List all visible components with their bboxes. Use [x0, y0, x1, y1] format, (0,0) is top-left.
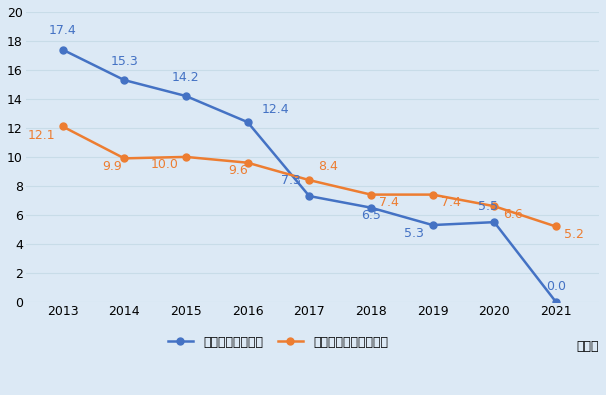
Line: 日系企業の賃金上昇率: 日系企業の賃金上昇率: [59, 123, 559, 230]
Text: 15.3: 15.3: [110, 55, 138, 68]
Text: 5.5: 5.5: [478, 200, 498, 213]
Text: 10.0: 10.0: [150, 158, 178, 171]
Text: 9.9: 9.9: [102, 160, 122, 173]
Text: 7.3: 7.3: [281, 174, 301, 187]
最低賃金の上昇率: [552, 299, 559, 304]
最低賃金の上昇率: [367, 205, 375, 210]
日系企業の賃金上昇率: [121, 156, 128, 161]
最低賃金の上昇率: [182, 94, 190, 98]
日系企業の賃金上昇率: [182, 154, 190, 159]
Text: 8.4: 8.4: [318, 160, 338, 173]
日系企業の賃金上昇率: [491, 204, 498, 209]
Text: 6.6: 6.6: [503, 208, 522, 221]
日系企業の賃金上昇率: [59, 124, 66, 129]
最低賃金の上昇率: [121, 78, 128, 83]
Text: 7.4: 7.4: [379, 196, 399, 209]
Text: 12.1: 12.1: [27, 130, 55, 143]
Text: 7.4: 7.4: [441, 196, 461, 209]
Text: 5.2: 5.2: [564, 228, 584, 241]
Text: 12.4: 12.4: [262, 103, 289, 116]
最低賃金の上昇率: [59, 47, 66, 52]
最低賃金の上昇率: [244, 120, 251, 124]
最低賃金の上昇率: [305, 194, 313, 198]
Text: 5.3: 5.3: [404, 227, 424, 239]
日系企業の賃金上昇率: [305, 178, 313, 182]
日系企業の賃金上昇率: [367, 192, 375, 197]
Line: 最低賃金の上昇率: 最低賃金の上昇率: [59, 46, 559, 305]
Text: 0.0: 0.0: [546, 280, 566, 293]
Text: 17.4: 17.4: [48, 24, 76, 37]
Text: 14.2: 14.2: [172, 71, 200, 85]
日系企業の賃金上昇率: [429, 192, 436, 197]
Text: 6.5: 6.5: [361, 209, 381, 222]
Text: 9.6: 9.6: [228, 164, 248, 177]
Text: （年）: （年）: [576, 340, 599, 353]
Legend: 最低賃金の上昇率, 日系企業の賃金上昇率: 最低賃金の上昇率, 日系企業の賃金上昇率: [163, 331, 393, 354]
最低賃金の上昇率: [429, 223, 436, 228]
最低賃金の上昇率: [491, 220, 498, 224]
日系企業の賃金上昇率: [552, 224, 559, 229]
日系企業の賃金上昇率: [244, 160, 251, 165]
